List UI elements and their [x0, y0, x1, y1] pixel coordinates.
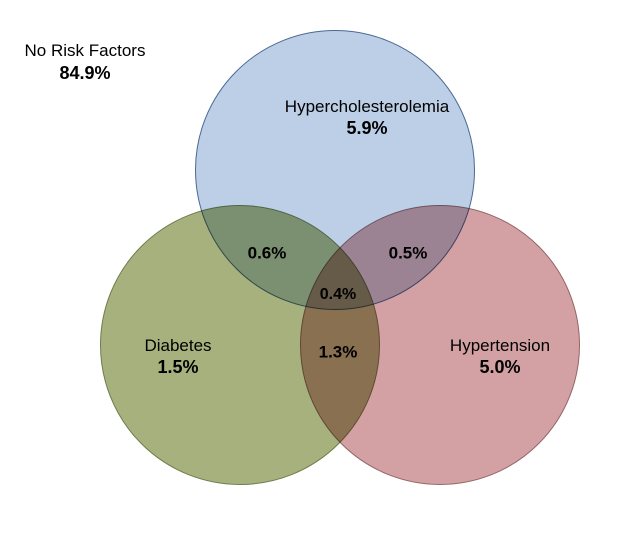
outside-label-value: 84.9%: [5, 62, 165, 85]
region-bc: 1.3%: [319, 341, 358, 362]
outside-label-text: No Risk Factors: [5, 40, 165, 62]
region-c-label: Hypertension: [450, 335, 550, 356]
region-b: Diabetes 1.5%: [144, 335, 211, 379]
region-abc: 0.4%: [320, 285, 356, 305]
region-a-value: 5.9%: [285, 117, 449, 140]
venn-diagram: No Risk Factors 84.9% Hypercholesterolem…: [0, 0, 635, 536]
region-a: Hypercholesterolemia 5.9%: [285, 96, 449, 140]
region-ab: 0.6%: [248, 242, 287, 263]
region-c: Hypertension 5.0%: [450, 335, 550, 379]
region-a-label: Hypercholesterolemia: [285, 96, 449, 117]
region-c-value: 5.0%: [450, 356, 550, 379]
region-ac: 0.5%: [389, 242, 428, 263]
region-b-label: Diabetes: [144, 335, 211, 356]
outside-label: No Risk Factors 84.9%: [5, 40, 165, 85]
region-b-value: 1.5%: [144, 356, 211, 379]
